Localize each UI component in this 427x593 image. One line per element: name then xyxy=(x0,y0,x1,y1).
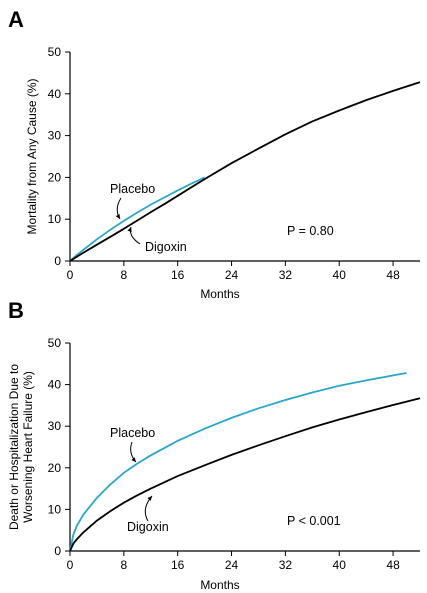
panel-letter: A xyxy=(8,7,24,32)
panel-a: A 0 10 20 30 40 50 0 8 16 24 32 40 48 Months Mortality … xyxy=(8,7,421,301)
p-value-label: Placebo xyxy=(110,182,155,196)
x-tick-label: 8 xyxy=(121,268,128,282)
x-tick-label: 16 xyxy=(171,268,185,282)
annotation-arrowhead xyxy=(115,214,120,219)
y-tick-label: 40 xyxy=(48,87,62,101)
p-value-label: P = 0.80 xyxy=(287,224,334,238)
y-axis-title: Mortality from Any Cause (%) xyxy=(25,78,39,234)
y-tick-label: 50 xyxy=(48,45,62,59)
y-tick-label: 20 xyxy=(48,170,62,184)
panel-letter: B xyxy=(8,298,24,323)
series-line-placebo xyxy=(69,176,205,262)
x-tick-label: 24 xyxy=(225,558,239,572)
p-value-label: Placebo xyxy=(110,426,155,440)
p-value-label: P < 0.001 xyxy=(287,514,341,528)
x-tick-label: 0 xyxy=(67,268,74,282)
x-tick-label: 40 xyxy=(333,268,347,282)
x-axis-title: Months xyxy=(200,578,239,592)
y-tick-label: 0 xyxy=(54,254,61,268)
x-tick-label: 40 xyxy=(333,558,347,572)
annotation-arrowhead xyxy=(127,227,132,232)
y-tick-label: 0 xyxy=(54,544,61,558)
annotation-arrowhead xyxy=(147,496,152,501)
x-tick-label: 48 xyxy=(386,268,400,282)
x-tick-label: 24 xyxy=(225,268,239,282)
y-tick-label: 30 xyxy=(48,419,62,433)
series-line-placebo xyxy=(69,372,407,552)
x-tick-label: 32 xyxy=(279,558,293,572)
y-tick-label: 40 xyxy=(48,378,62,392)
annotation-digoxin: Digoxin xyxy=(127,520,169,534)
y-tick-label: 10 xyxy=(48,502,62,516)
series-line-digoxin xyxy=(69,81,421,262)
y-tick-label: 50 xyxy=(48,336,62,350)
y-tick-label: 20 xyxy=(48,461,62,475)
x-tick-label: 48 xyxy=(386,558,400,572)
x-tick-label: 16 xyxy=(171,558,185,572)
y-axis-title: Death or Hospitalization Due toWorsening… xyxy=(7,364,35,530)
y-tick-label: 10 xyxy=(48,212,62,226)
series-line-digoxin xyxy=(69,397,421,552)
annotation-digoxin: Digoxin xyxy=(145,240,187,254)
annotation-arrowhead xyxy=(131,457,136,462)
x-axis-title: Months xyxy=(200,287,239,301)
x-tick-label: 0 xyxy=(67,558,74,572)
annotation-arrow xyxy=(129,226,141,245)
y-tick-label: 30 xyxy=(48,129,62,143)
x-tick-label: 32 xyxy=(279,268,293,282)
panel-b: B 0 10 20 30 40 50 0 8 16 24 32 40 48 Months Death or H… xyxy=(7,298,421,592)
x-tick-label: 8 xyxy=(121,558,128,572)
